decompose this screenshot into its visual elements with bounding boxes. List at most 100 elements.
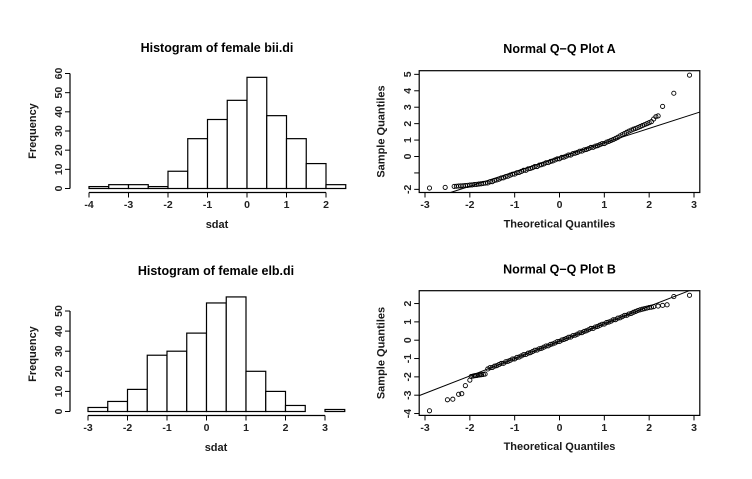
qq-point — [442, 184, 448, 190]
chart-title: Histogram of female bii.di — [141, 41, 294, 55]
x-tick-label: 2 — [283, 422, 289, 434]
y-tick-label: 2 — [402, 300, 414, 306]
x-tick-label: 0 — [557, 199, 563, 211]
histogram-bar — [126, 388, 148, 413]
histogram-bar — [225, 296, 247, 413]
histogram-bar — [107, 400, 129, 413]
x-tick-label: 2 — [646, 422, 652, 434]
y-tick-label: 30 — [53, 345, 65, 357]
qq-point — [615, 315, 621, 321]
y-tick-label: -2 — [402, 185, 414, 194]
qq-points — [426, 72, 693, 191]
qq-point — [664, 302, 670, 308]
x-tick-label: -2 — [163, 199, 172, 211]
y-tick-label: 4 — [402, 88, 414, 94]
qq-point — [592, 324, 598, 330]
qq-point — [536, 346, 542, 352]
histogram-bar — [285, 138, 307, 190]
qq-point — [426, 185, 433, 191]
y-tick-label: 2 — [402, 121, 414, 127]
qq-point — [521, 167, 527, 173]
qq-point — [686, 72, 693, 78]
x-tick-label: 3 — [691, 199, 697, 211]
y-tick-label: 0 — [402, 153, 414, 159]
qq-point — [660, 103, 666, 109]
y-tick-label: -3 — [402, 390, 414, 399]
x-tick-label: 2 — [646, 199, 652, 211]
histogram-bar — [266, 115, 288, 190]
x-tick-label: -4 — [84, 199, 93, 211]
histogram-bar — [265, 390, 287, 413]
y-tick-label: 50 — [53, 305, 65, 317]
histogram-bar — [88, 185, 110, 190]
y-tick-label: 3 — [402, 104, 414, 110]
histogram-bar — [205, 302, 227, 413]
y-tick-label: 60 — [53, 68, 65, 80]
panel-qq-plot-b: -3 -2 -1 0 1 2 3 -4 -3 -2 -1 0 1 2 Normal Q−Q Plot B Th… — [376, 263, 701, 453]
qq-point — [655, 303, 661, 309]
y-axis-label: Sample Quantiles — [376, 85, 388, 177]
histogram-bar — [305, 162, 327, 190]
x-tick-label: -1 — [162, 422, 171, 434]
qq-point — [543, 343, 549, 349]
histogram-bar — [166, 350, 188, 413]
qq-point — [532, 163, 538, 170]
x-tick-label: -2 — [465, 199, 474, 211]
histogram-bar — [87, 406, 109, 413]
qq-point — [426, 408, 433, 414]
histogram-bar — [226, 99, 248, 190]
x-tick-label: -3 — [420, 422, 429, 434]
qq-reference-line — [419, 290, 690, 397]
qq-point — [581, 328, 587, 334]
y-tick-label: 20 — [53, 144, 65, 156]
x-tick-label: -2 — [123, 422, 132, 434]
chart-title: Normal Q−Q Plot A — [503, 42, 615, 56]
qq-point — [525, 350, 531, 356]
histogram-bars — [88, 76, 347, 190]
y-tick-label: -1 — [402, 354, 414, 363]
qq-points — [426, 292, 693, 414]
x-tick-label: 1 — [601, 422, 607, 434]
qq-point — [604, 139, 610, 145]
y-tick-label: -2 — [402, 372, 414, 381]
qq-point — [686, 292, 693, 298]
qq-point — [630, 126, 637, 132]
histogram-bar — [325, 184, 347, 190]
y-tick-label: 40 — [53, 106, 65, 118]
histogram-bar — [187, 138, 209, 190]
x-tick-label: 0 — [557, 422, 563, 434]
histogram-bar — [245, 370, 267, 413]
y-tick-label: 1 — [402, 319, 414, 325]
y-tick-label: 20 — [53, 365, 65, 377]
x-tick-label: 0 — [204, 422, 210, 434]
chart-title: Histogram of female elb.di — [138, 264, 294, 278]
x-tick-label: -1 — [203, 199, 212, 211]
qq-point — [637, 307, 643, 313]
x-tick-label: -3 — [420, 199, 429, 211]
y-axis-label: Frequency — [27, 102, 39, 159]
qq-point — [491, 363, 498, 369]
histogram-bar — [206, 118, 228, 190]
x-tick-label: -3 — [124, 199, 133, 211]
histogram-bar — [284, 404, 306, 413]
histogram-bar — [167, 170, 189, 190]
qq-point — [444, 397, 450, 403]
qq-point — [635, 307, 641, 314]
x-axis-label: Theoretical Quantiles — [504, 219, 616, 231]
x-axis-label: sdat — [205, 442, 228, 454]
x-axis-label: Theoretical Quantiles — [504, 441, 616, 453]
y-tick-label: 0 — [53, 408, 65, 414]
x-tick-label: 1 — [284, 199, 290, 211]
qq-point — [671, 294, 677, 300]
qq-point — [450, 396, 456, 402]
qq-point — [559, 337, 565, 343]
qq-point — [633, 125, 639, 131]
histogram-bar — [324, 408, 346, 413]
y-tick-label: 50 — [53, 87, 65, 99]
histogram-bar — [186, 332, 208, 413]
qq-point — [514, 354, 520, 360]
